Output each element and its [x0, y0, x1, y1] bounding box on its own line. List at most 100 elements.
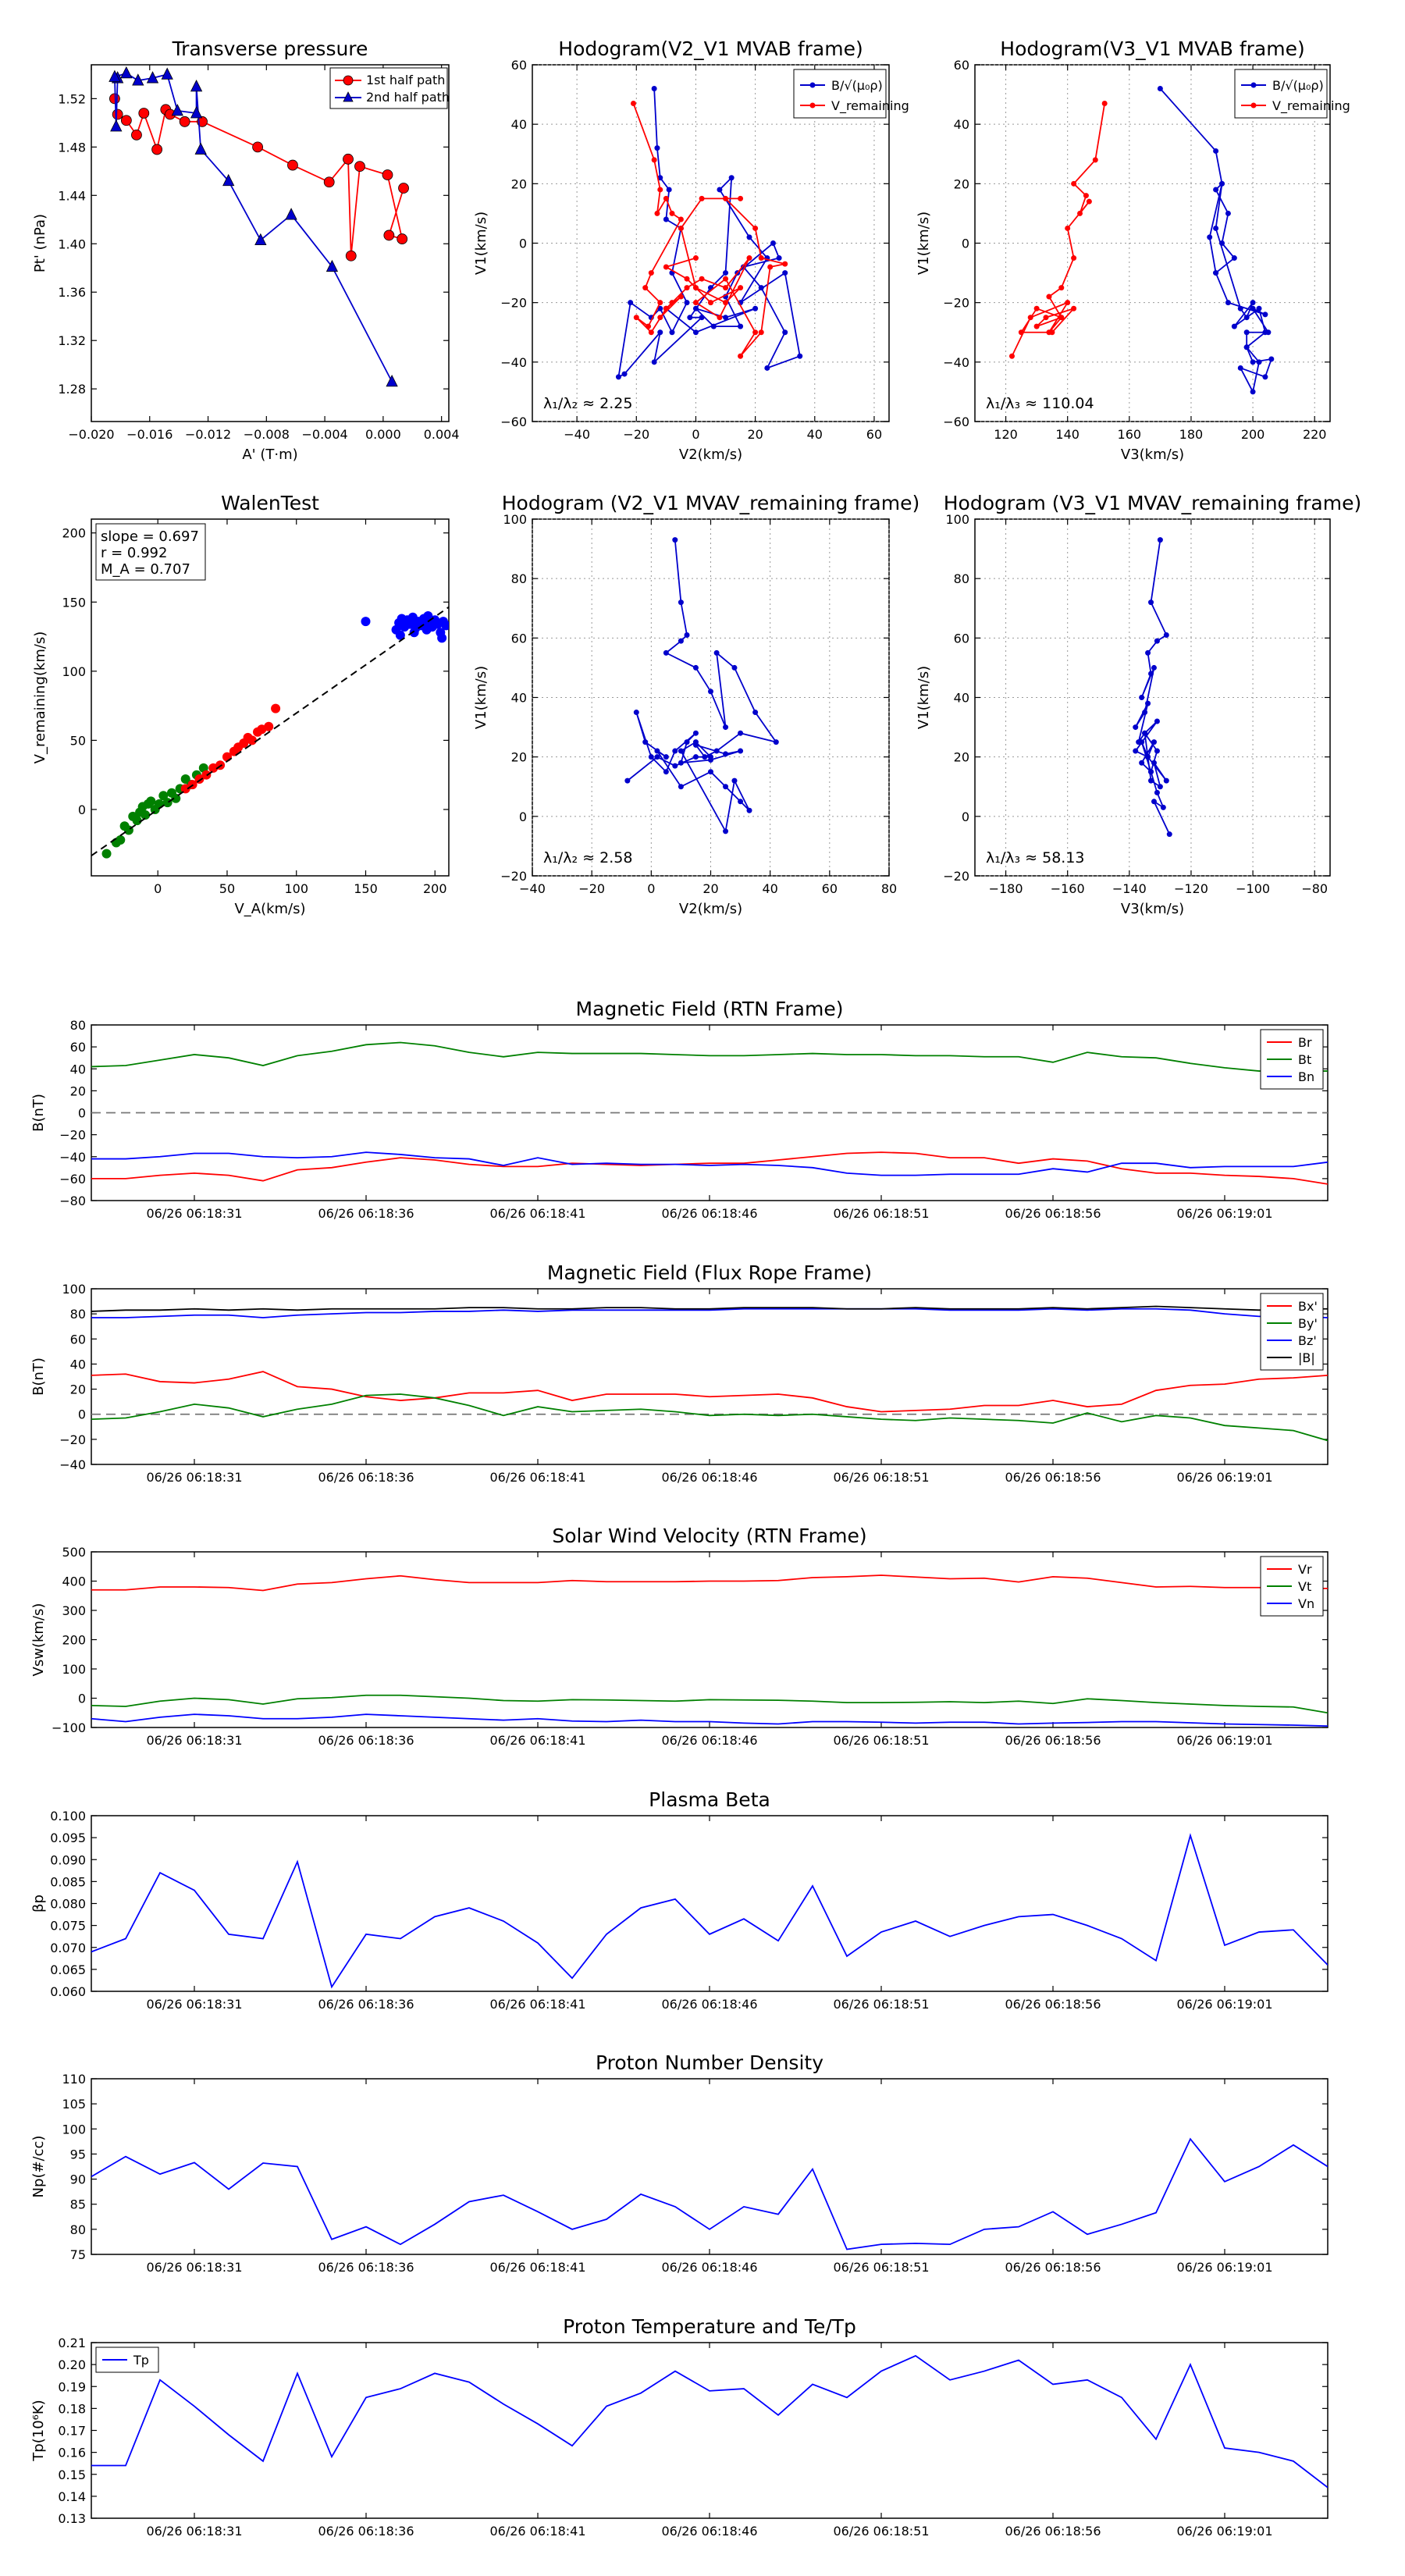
- data-point: [723, 751, 729, 757]
- y-tick-label: 40: [954, 117, 969, 132]
- x-axis-label: V2(km/s): [679, 447, 742, 463]
- series-line-0: [91, 1833, 1328, 1989]
- y-tick-label: 150: [62, 595, 86, 610]
- x-tick-label: 06/26 06:18:56: [1005, 1206, 1101, 1221]
- x-tick-label: −0.012: [185, 427, 231, 442]
- data-point: [1213, 148, 1219, 154]
- legend-label: Bn: [1298, 1069, 1314, 1084]
- series-line-0: [627, 539, 778, 834]
- data-point: [1043, 315, 1049, 321]
- x-tick-label: 150: [354, 881, 378, 896]
- data-point: [702, 754, 708, 760]
- x-tick-label: 06/26 06:18:36: [318, 1997, 414, 2012]
- data-point: [1250, 300, 1256, 306]
- y-tick-label: 80: [70, 1307, 86, 1322]
- data-point: [628, 300, 634, 306]
- series-line-1: [113, 72, 393, 382]
- stats-line: slope = 0.697: [101, 528, 199, 545]
- data-point: [1142, 730, 1148, 736]
- data-point: [1151, 739, 1157, 745]
- data-point: [1092, 157, 1098, 163]
- y-tick-label: 0.15: [58, 2467, 86, 2482]
- plot-area: [974, 64, 1331, 422]
- legend-marker: [343, 91, 354, 102]
- y-tick-label: 0.075: [50, 1919, 86, 1934]
- y-tick-label: 0.060: [50, 1984, 86, 1999]
- data-point: [699, 276, 705, 282]
- y-tick-label: 20: [511, 176, 527, 191]
- legend: Tp: [95, 2347, 159, 2373]
- plot-area: [91, 2078, 1329, 2255]
- y-tick-label: 40: [511, 117, 527, 132]
- x-tick-label: 40: [762, 881, 777, 896]
- data-point: [1237, 365, 1243, 371]
- x-tick-label: 60: [866, 427, 882, 442]
- x-axis-label: A' (T·m): [242, 447, 297, 463]
- data-point: [723, 300, 729, 306]
- series-line-0: [1159, 87, 1273, 394]
- data-point: [708, 754, 713, 760]
- data-point: [663, 754, 669, 760]
- data-point: [648, 754, 654, 760]
- data-point: [1213, 225, 1219, 231]
- data-point: [1077, 210, 1083, 216]
- y-tick-label: 0.090: [50, 1852, 86, 1867]
- plot-area: [91, 64, 450, 422]
- data-point: [738, 323, 744, 329]
- x-tick-label: 200: [423, 881, 447, 896]
- legend-label: Bx': [1298, 1299, 1318, 1314]
- data-point: [630, 101, 636, 107]
- eigenvalue-ratio: λ₁/λ₃ ≈ 58.13: [986, 849, 1085, 866]
- data-point: [708, 769, 713, 775]
- data-point: [692, 285, 699, 291]
- data-point: [222, 173, 235, 187]
- y-tick-label: 0: [78, 1407, 86, 1422]
- data-point: [699, 315, 705, 321]
- data-point: [323, 176, 335, 188]
- x-tick-label: 06/26 06:18:36: [318, 2524, 414, 2539]
- y-tick-label: 100: [62, 664, 86, 679]
- y-tick-label: 0: [78, 1106, 86, 1121]
- y-tick-label: 1.44: [58, 188, 86, 203]
- data-point: [1163, 777, 1169, 784]
- x-tick-label: 06/26 06:18:56: [1005, 1997, 1101, 2012]
- x-axis-label: V2(km/s): [679, 901, 742, 917]
- data-point: [654, 754, 660, 760]
- x-tick-label: 20: [702, 881, 718, 896]
- y-tick-label: 0.16: [58, 2446, 86, 2460]
- data-point: [1154, 789, 1160, 795]
- series-line-1: [91, 1694, 1328, 1714]
- data-point: [699, 195, 705, 201]
- data-point: [782, 329, 788, 336]
- plot-area: [91, 2342, 1329, 2519]
- data-point: [1160, 804, 1166, 810]
- data-point: [1139, 695, 1145, 700]
- x-tick-label: 06/26 06:18:46: [661, 1206, 757, 1221]
- data-point: [657, 300, 663, 306]
- legend-marker: [809, 102, 816, 109]
- y-tick-label: 0.080: [50, 1897, 86, 1912]
- data-point: [345, 250, 357, 262]
- series-line-2: [91, 1151, 1328, 1176]
- data-point: [146, 796, 156, 806]
- legend: 1st half path 2nd half path: [329, 67, 450, 109]
- series-line-0: [91, 1574, 1328, 1592]
- data-point: [1083, 193, 1089, 199]
- x-tick-label: 50: [219, 881, 235, 896]
- data-point: [678, 760, 684, 766]
- y-tick-label: 40: [511, 691, 527, 706]
- data-point: [194, 142, 207, 155]
- chart-title: Magnetic Field (RTN Frame): [576, 998, 844, 1020]
- data-point: [648, 270, 654, 276]
- legend-label: Vt: [1298, 1579, 1311, 1594]
- data-point: [738, 285, 744, 291]
- y-tick-label: 20: [511, 750, 527, 765]
- data-point: [752, 329, 759, 336]
- data-point: [758, 255, 764, 262]
- series-line-0: [617, 88, 801, 379]
- y-tick-label: −40: [59, 1150, 86, 1165]
- x-tick-label: 06/26 06:18:56: [1005, 1470, 1101, 1485]
- data-point: [663, 649, 669, 656]
- plot-data: [91, 1041, 1328, 1185]
- data-point: [642, 739, 649, 745]
